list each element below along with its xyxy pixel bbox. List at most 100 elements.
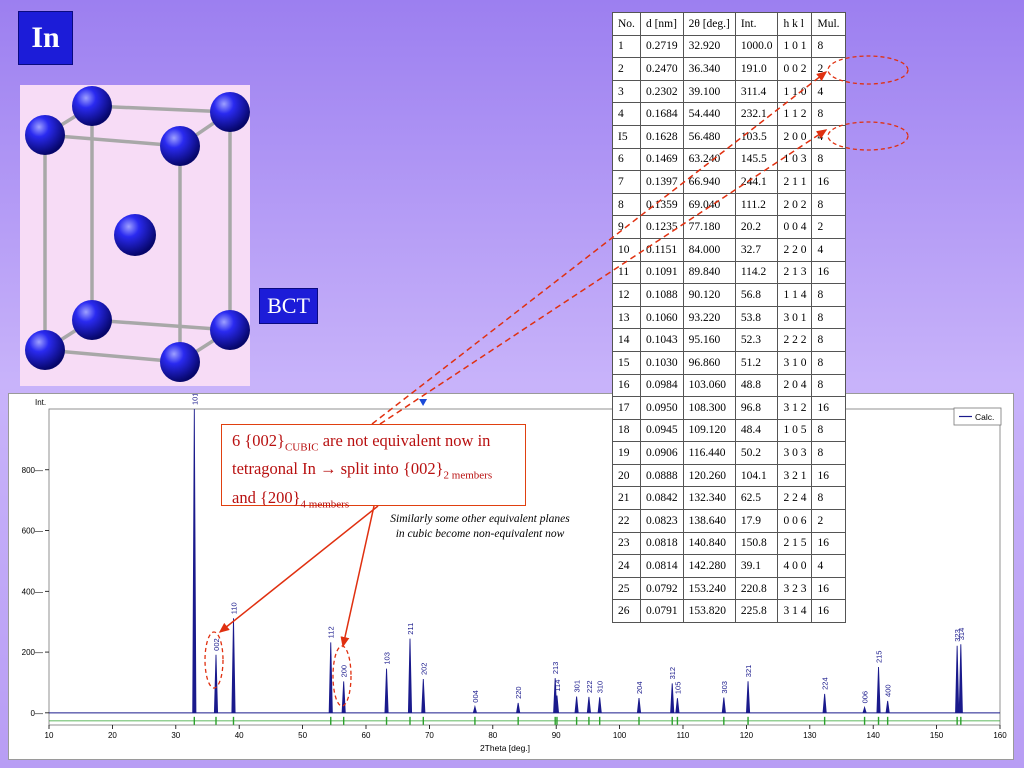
peak-label: 314 — [957, 628, 966, 641]
table-cell: 103.060 — [682, 373, 736, 398]
column-header: Mul. — [811, 12, 846, 36]
peak-label: 310 — [596, 681, 605, 694]
peak-202 — [421, 679, 426, 713]
peak-224 — [822, 693, 827, 713]
table-cell: 220.8 — [734, 576, 779, 601]
peak-114 — [554, 695, 560, 713]
peak-table: No. d [nm] 2θ [deg.] Int. h k l Mul. 1 0.2719 3… — [612, 12, 846, 624]
x-tick-label: 20 — [108, 731, 117, 740]
table-cell: 4 0 0 — [777, 554, 813, 578]
peak-211 — [407, 638, 413, 713]
table-cell: 1 1 0 — [777, 79, 813, 104]
table-cell: 25 — [612, 576, 641, 601]
table-cell: 12 — [612, 283, 641, 307]
peak-301 — [574, 696, 579, 713]
table-cell: 3 1 4 — [777, 599, 813, 624]
table-cell: 2 0 2 — [777, 192, 813, 217]
table-cell: 0.0792 — [639, 576, 684, 601]
table-cell: 77.180 — [682, 215, 736, 239]
table-cell: 16 — [612, 373, 641, 398]
column-header: d [nm] — [639, 12, 684, 36]
peak-200 — [341, 681, 346, 713]
table-cell: 0.1469 — [639, 147, 684, 172]
y-tick-label: 0— — [31, 709, 43, 718]
x-tick-label: 90 — [552, 731, 561, 740]
peak-label: 204 — [635, 682, 644, 695]
table-cell: 20 — [612, 463, 641, 488]
table-cell: 142.280 — [682, 554, 736, 578]
table-cell: 93.220 — [682, 305, 736, 330]
table-row: 17 0.0950 108.300 96.8 3 1 2 16 — [612, 396, 846, 420]
table-cell: 0.1628 — [639, 124, 684, 149]
table-cell: 232.1 — [734, 102, 779, 126]
table-cell: 0.0842 — [639, 486, 684, 511]
table-cell: 15 — [612, 350, 641, 375]
table-cell: 8 — [811, 102, 846, 126]
peak-label: 303 — [720, 681, 729, 694]
legend-label: Calc. — [975, 412, 994, 422]
table-cell: 150.8 — [734, 531, 779, 556]
table-cell: 63.240 — [682, 147, 736, 172]
table-cell: 56.480 — [682, 124, 736, 149]
table-cell: 1 0 1 — [777, 34, 813, 59]
table-cell: 0.2719 — [639, 34, 684, 59]
table-cell: 0.0984 — [639, 373, 684, 398]
peak-label: 006 — [861, 691, 870, 704]
table-cell: 23 — [612, 531, 641, 556]
table-cell: 0 0 6 — [777, 509, 813, 533]
atom — [160, 342, 200, 382]
x-tick-label: 10 — [45, 731, 54, 740]
table-cell: 4 — [612, 102, 641, 126]
table-cell: 48.8 — [734, 373, 779, 398]
position-marker-icon — [419, 399, 428, 406]
table-cell: 8 — [811, 34, 846, 59]
table-cell: 21 — [612, 486, 641, 511]
table-row: 20 0.0888 120.260 104.1 3 2 1 16 — [612, 463, 846, 488]
table-cell: 4 — [811, 124, 846, 149]
atom — [25, 330, 65, 370]
table-cell: 16 — [811, 599, 846, 624]
table-cell: 8 — [811, 373, 846, 398]
atom — [72, 300, 112, 340]
table-cell: 8 — [612, 192, 641, 217]
table-cell: 0.1091 — [639, 260, 684, 285]
table-cell: 69.040 — [682, 192, 736, 217]
peak-label: 202 — [419, 663, 428, 676]
peak-220 — [516, 702, 521, 713]
split-explanation-callout: 6 {002}CUBIC are not equivalent now in t… — [221, 424, 526, 510]
peak-400 — [885, 700, 890, 713]
table-cell: 8 — [811, 350, 846, 375]
x-tick-label: 150 — [930, 731, 944, 740]
y-tick-label: 600— — [22, 527, 43, 536]
table-cell: 0.0888 — [639, 463, 684, 488]
table-cell: 132.340 — [682, 486, 736, 511]
table-cell: 8 — [811, 328, 846, 352]
table-cell: 0.0945 — [639, 418, 684, 443]
table-cell: 0.1043 — [639, 328, 684, 352]
peak-label: 004 — [471, 690, 480, 703]
table-cell: 0.0814 — [639, 554, 684, 578]
peak-112 — [328, 642, 333, 713]
table-cell: 32.7 — [734, 237, 779, 262]
atom-body-center — [114, 214, 156, 256]
table-cell: 32.920 — [682, 34, 736, 59]
table-cell: 62.5 — [734, 486, 779, 511]
peak-label: 112 — [327, 626, 336, 638]
table-cell: 2 1 1 — [777, 170, 813, 194]
x-axis-label: 2Theta [deg.] — [480, 743, 530, 753]
table-cell: 89.840 — [682, 260, 736, 285]
table-cell: 145.5 — [734, 147, 779, 172]
table-cell: 16 — [811, 396, 846, 420]
table-cell: 1000.0 — [734, 34, 779, 59]
table-cell: 1 0 3 — [777, 147, 813, 172]
x-tick-label: 60 — [362, 731, 371, 740]
table-cell: 16 — [811, 260, 846, 285]
chart-legend: Calc. — [953, 407, 1002, 426]
atom — [72, 86, 112, 126]
x-tick-label: 120 — [740, 731, 754, 740]
table-cell: 8 — [811, 192, 846, 217]
